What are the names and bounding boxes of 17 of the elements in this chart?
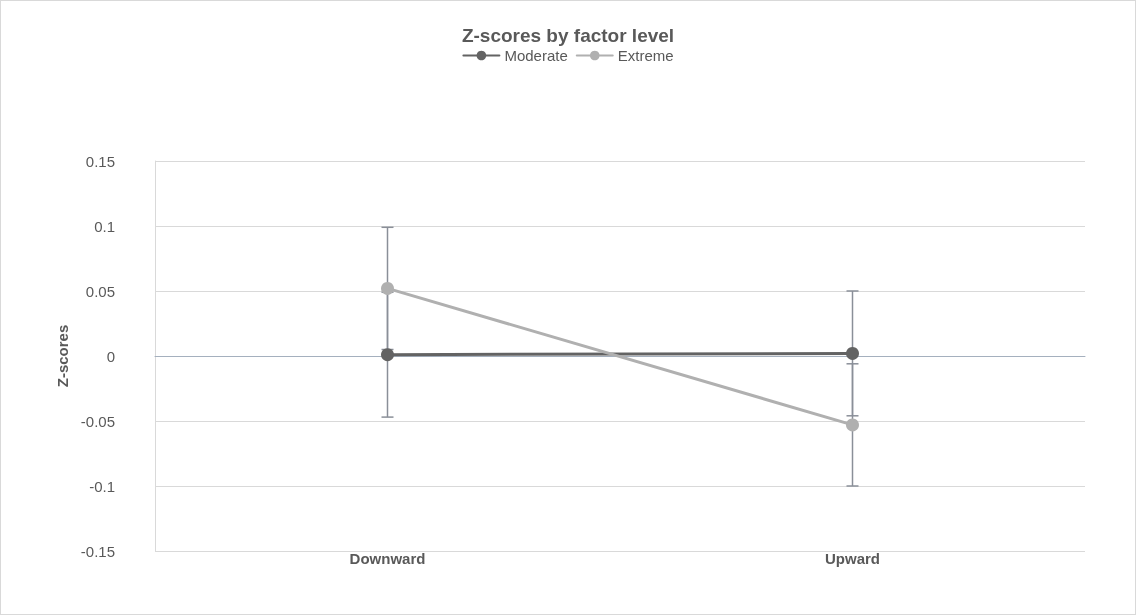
chart-title: Z-scores by factor level <box>461 25 675 46</box>
legend-label: Extreme <box>617 47 674 64</box>
legend-label: Moderate <box>504 47 568 64</box>
point <box>846 418 859 432</box>
y-tick-label: -0.1 <box>89 477 115 495</box>
y-tick-label: 0 <box>106 347 115 365</box>
y-axis-title: Z-scores <box>53 324 71 388</box>
y-tick-label: -0.05 <box>80 412 115 430</box>
point <box>381 348 394 362</box>
x-tick-label: Downward <box>349 550 426 567</box>
point <box>846 346 859 360</box>
y-tick-label: 0.05 <box>85 282 115 300</box>
point <box>381 281 394 295</box>
y-tick-label: -0.15 <box>80 542 115 560</box>
x-tick-label: Upward <box>824 550 881 567</box>
y-tick-label: 0.1 <box>94 217 115 235</box>
y-tick-label: 0.15 <box>85 152 115 170</box>
